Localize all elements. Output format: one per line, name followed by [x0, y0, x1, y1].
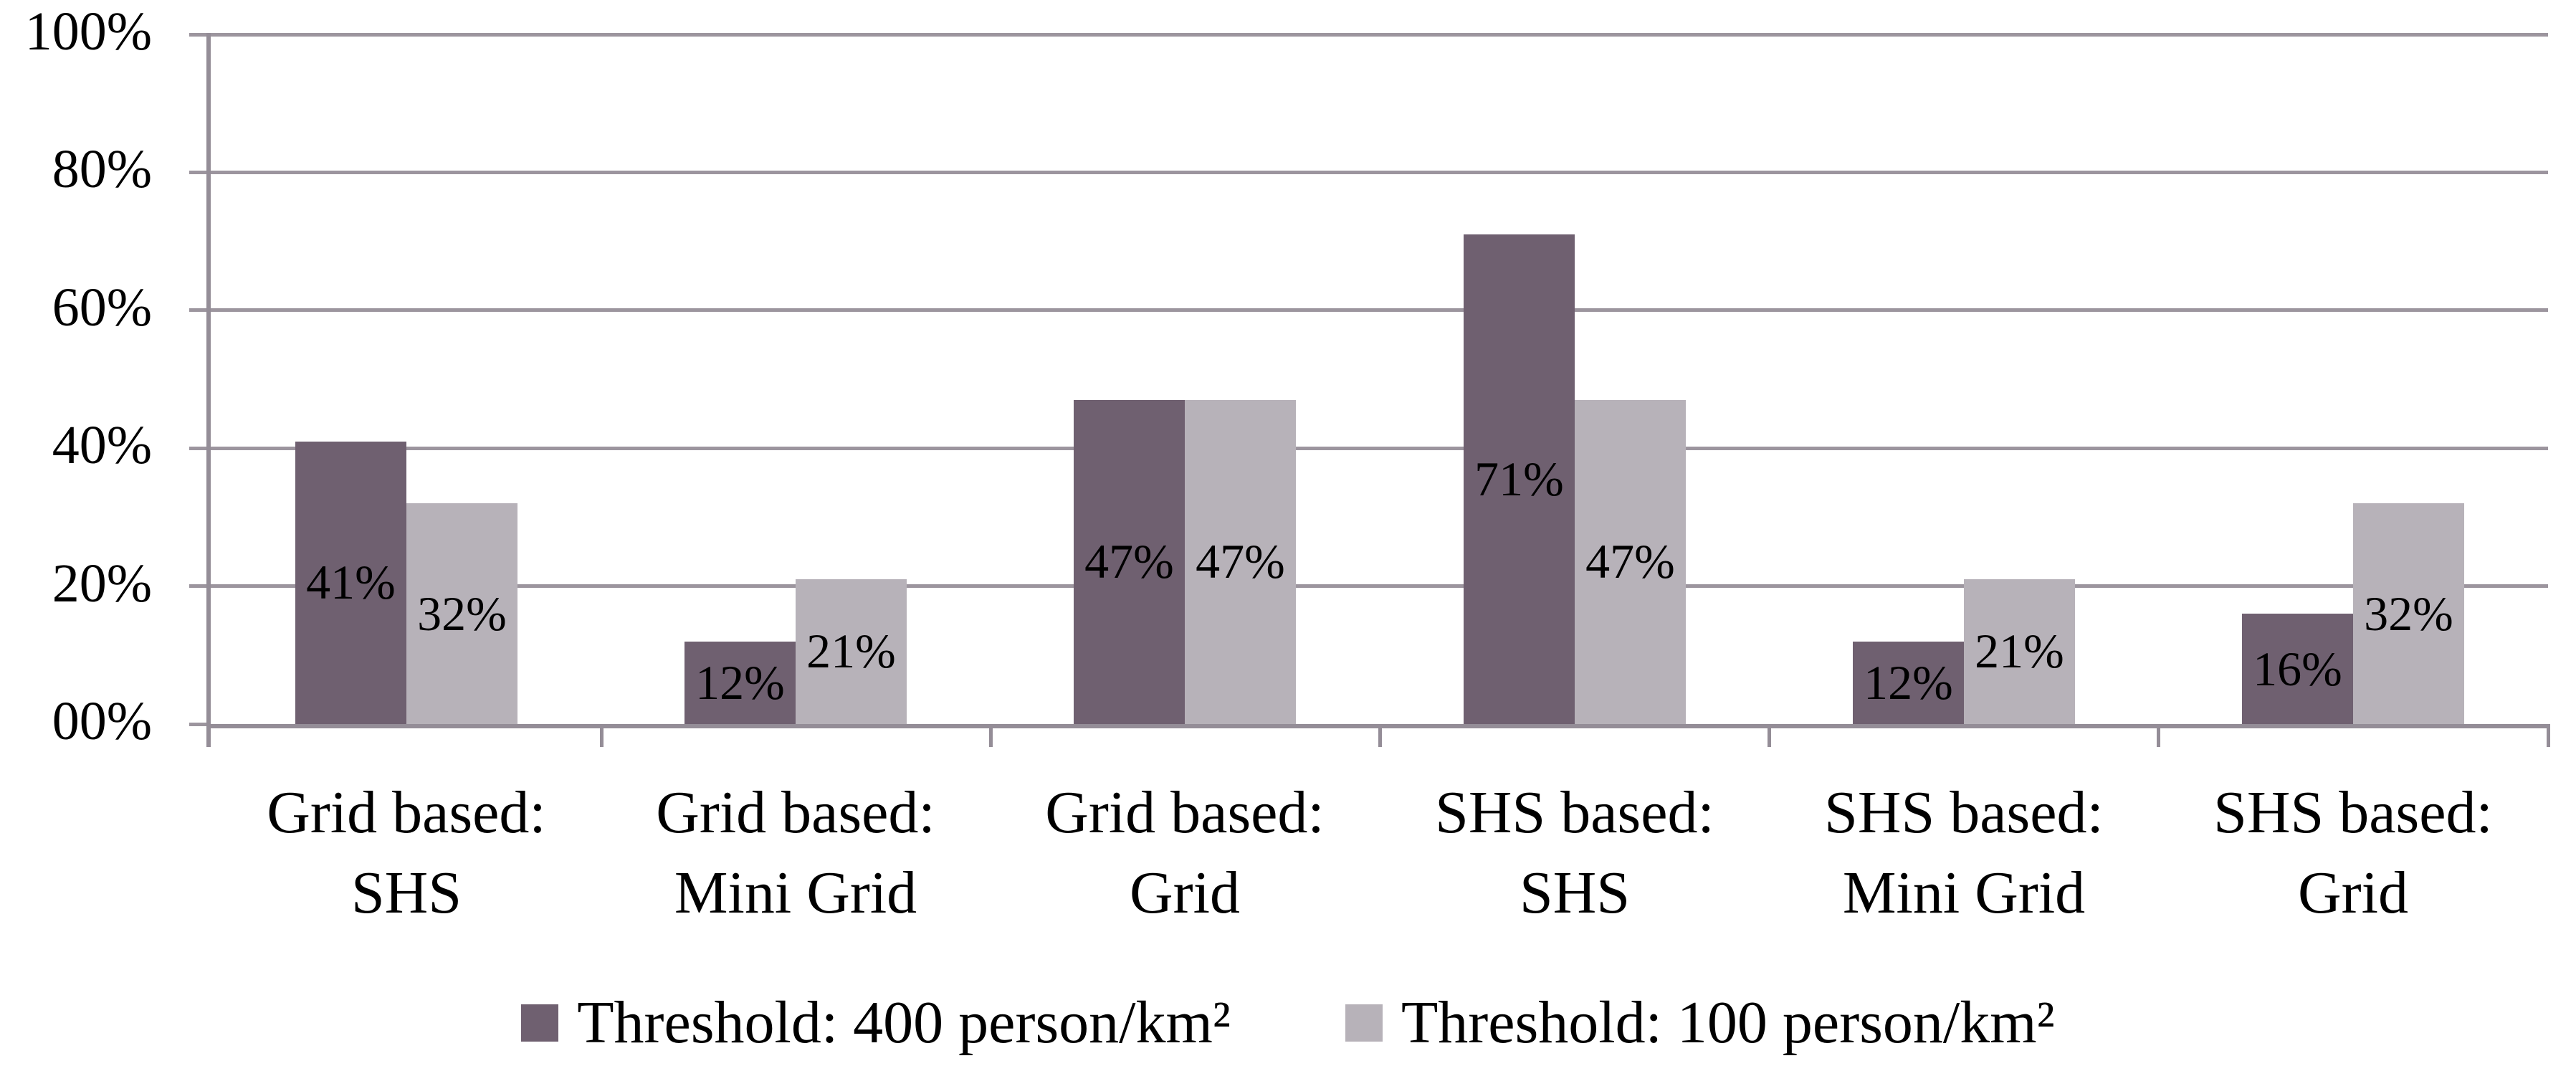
bar-data-label: 21%	[1975, 624, 2064, 679]
y-gridline	[209, 446, 2548, 450]
bar-data-label: 32%	[417, 586, 507, 641]
y-gridline	[209, 308, 2548, 313]
bar: 71%	[1464, 234, 1575, 724]
bar: 16%	[2242, 614, 2353, 724]
y-axis-tick	[189, 722, 209, 726]
bar: 41%	[295, 441, 406, 724]
legend-label: Threshold: 100 person/km²	[1401, 989, 2055, 1056]
x-axis-tick	[1768, 724, 1771, 747]
y-axis-tick	[189, 584, 209, 589]
bar-data-label: 12%	[695, 654, 785, 710]
y-gridline	[209, 170, 2548, 174]
bar-data-label: 21%	[806, 624, 896, 679]
bar: 47%	[1185, 399, 1296, 724]
bar: 32%	[2353, 503, 2464, 724]
legend-swatch-dark	[521, 1004, 559, 1042]
y-axis-tick-label: 40%	[52, 415, 152, 476]
bar-data-label: 47%	[1585, 534, 1675, 589]
bar-data-label: 32%	[2364, 586, 2453, 641]
bar: 12%	[684, 641, 796, 724]
bar-data-label: 12%	[1864, 654, 1953, 710]
category-label-line1: SHS based:	[1824, 779, 2104, 846]
category-label-line2: Mini Grid	[674, 860, 917, 926]
x-axis-tick	[1378, 724, 1382, 747]
bar-data-label: 41%	[306, 555, 396, 610]
bar-data-label: 47%	[1196, 534, 1285, 589]
y-gridline	[209, 584, 2548, 589]
y-axis-tick-label: 80%	[52, 139, 152, 200]
category-label-line1: SHS based:	[2213, 779, 2493, 846]
bar: 21%	[796, 579, 907, 724]
y-axis-tick-label: 100%	[24, 1, 152, 62]
bar-data-label: 47%	[1084, 534, 1174, 589]
legend-label: Threshold: 400 person/km²	[577, 989, 1231, 1056]
bar: 47%	[1575, 399, 1686, 724]
x-axis-tick	[600, 724, 604, 747]
category-label-line1: SHS based:	[1435, 779, 1714, 846]
y-axis-tick-label: 60%	[52, 277, 152, 338]
category-label-line2: Grid	[1130, 860, 1240, 926]
legend-item-threshold-400: Threshold: 400 person/km²	[521, 988, 1231, 1057]
y-axis-tick-label: 20%	[52, 553, 152, 614]
bar: 32%	[406, 503, 517, 724]
category-label: Grid based: Grid	[990, 773, 1380, 933]
y-gridline	[209, 32, 2548, 37]
y-axis-tick	[189, 446, 209, 450]
y-axis-line	[206, 33, 211, 747]
bar-data-label: 16%	[2253, 641, 2342, 696]
y-axis-tick	[189, 170, 209, 174]
y-axis-tick	[189, 32, 209, 37]
chart-legend: Threshold: 400 person/km² Threshold: 100…	[0, 988, 2576, 1057]
legend-item-threshold-100: Threshold: 100 person/km²	[1345, 988, 2055, 1057]
category-label-line2: Mini Grid	[1842, 860, 2086, 926]
legend-swatch-light	[1345, 1004, 1383, 1042]
bar: 12%	[1853, 641, 1964, 724]
category-label-line1: Grid based:	[1045, 779, 1325, 846]
bar: 47%	[1074, 399, 1185, 724]
category-label-line2: SHS	[1519, 860, 1631, 926]
category-label-line2: Grid	[2298, 860, 2408, 926]
category-label-line1: Grid based:	[656, 779, 935, 846]
category-label: SHS based: Grid	[2158, 773, 2548, 933]
category-label-line2: SHS	[350, 860, 462, 926]
x-axis-tick	[989, 724, 993, 747]
x-axis-tick	[2547, 724, 2550, 747]
category-label: SHS based: Mini Grid	[1769, 773, 2159, 933]
category-label: Grid based: SHS	[211, 773, 601, 933]
bar: 21%	[1964, 579, 2075, 724]
category-label-line1: Grid based:	[267, 779, 546, 846]
y-axis-tick	[189, 308, 209, 313]
y-axis-tick-label: 00%	[52, 691, 152, 752]
x-axis-tick	[2157, 724, 2160, 747]
category-label: Grid based: Mini Grid	[601, 773, 991, 933]
category-label: SHS based: SHS	[1380, 773, 1770, 933]
bar-data-label: 71%	[1474, 451, 1564, 506]
